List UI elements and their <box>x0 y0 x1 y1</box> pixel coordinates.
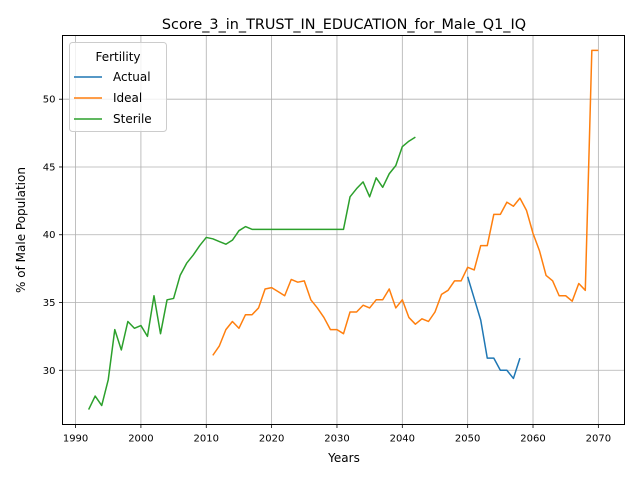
legend-label-ideal: Ideal <box>113 91 142 105</box>
y-tick-label: 45 <box>43 162 56 173</box>
x-tick-label: 2020 <box>259 434 284 445</box>
x-tick-label: 2070 <box>586 434 611 445</box>
chart-title: Score_3_in_TRUST_IN_EDUCATION_for_Male_Q… <box>162 17 526 33</box>
y-tick-label: 30 <box>43 366 56 377</box>
y-tick-label: 40 <box>43 230 56 241</box>
legend-title: Fertility <box>95 50 140 64</box>
legend-label-actual: Actual <box>113 70 151 84</box>
x-tick-label: 2000 <box>128 434 153 445</box>
x-tick-label: 2010 <box>194 434 219 445</box>
x-tick-label: 2060 <box>520 434 545 445</box>
x-axis-label: Years <box>327 451 360 465</box>
x-tick-label: 2050 <box>455 434 480 445</box>
legend: Fertility Actual Ideal Sterile <box>70 43 167 132</box>
y-axis-label: % of Male Population <box>14 167 28 293</box>
x-tick-label: 2030 <box>324 434 349 445</box>
x-tick-label: 1990 <box>63 434 88 445</box>
y-tick-label: 35 <box>43 298 56 309</box>
legend-label-sterile: Sterile <box>113 112 152 126</box>
x-tick-label: 2040 <box>390 434 415 445</box>
y-tick-label: 50 <box>43 95 56 106</box>
